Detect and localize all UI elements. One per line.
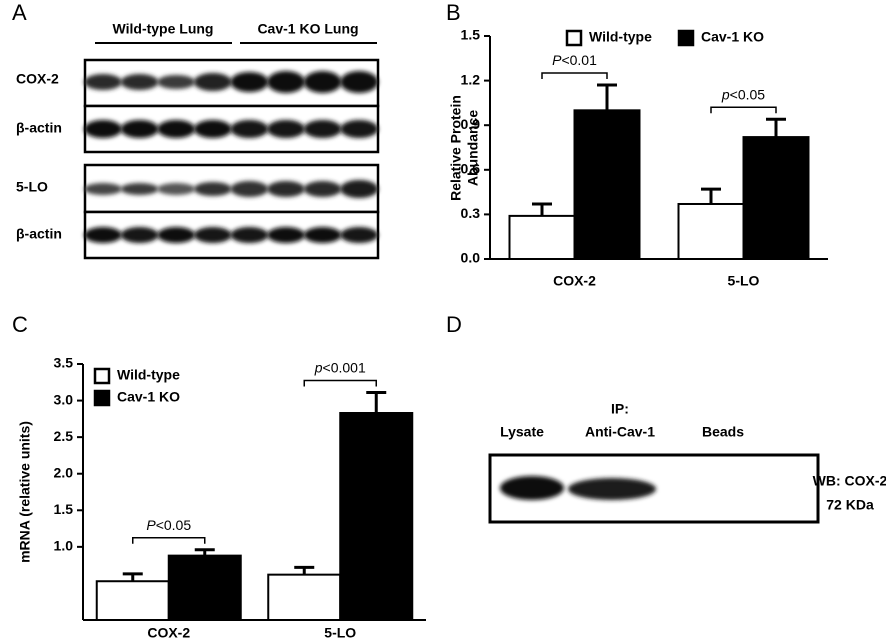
band bbox=[120, 227, 159, 243]
row-label: COX-2 bbox=[16, 71, 59, 87]
bar bbox=[742, 136, 810, 261]
annotation: P<0.05 bbox=[146, 516, 191, 532]
band bbox=[267, 227, 305, 243]
y-tick-label: 0.6 bbox=[461, 161, 481, 177]
legend-label: Cav-1 KO bbox=[701, 29, 764, 45]
band bbox=[193, 182, 232, 196]
bar bbox=[167, 554, 242, 621]
band bbox=[303, 181, 342, 197]
y-axis-label: Relative Protein bbox=[448, 95, 464, 201]
panel-label: C bbox=[12, 312, 28, 337]
bar bbox=[95, 580, 170, 622]
bar bbox=[339, 412, 414, 621]
band bbox=[193, 73, 232, 91]
y-axis-label: mRNA (relative units) bbox=[17, 421, 33, 563]
wb-label: WB: COX-2 bbox=[813, 473, 886, 489]
y-tick-label: 0.3 bbox=[461, 205, 481, 221]
x-tick-label: 5-LO bbox=[728, 273, 760, 289]
panel-label: B bbox=[446, 0, 461, 25]
legend-label: Wild-type bbox=[117, 367, 180, 383]
legend-swatch bbox=[93, 367, 111, 385]
band bbox=[303, 227, 342, 243]
annotation: p<0.001 bbox=[314, 359, 366, 375]
band bbox=[230, 72, 269, 92]
y-tick-label: 1.5 bbox=[461, 27, 481, 43]
band bbox=[267, 181, 305, 197]
bar bbox=[573, 109, 641, 261]
legend-swatch bbox=[677, 29, 695, 47]
band bbox=[230, 227, 269, 243]
legend-label: Cav-1 KO bbox=[117, 389, 180, 405]
row-label: β-actin bbox=[16, 120, 62, 136]
band bbox=[157, 120, 196, 138]
group-label: Cav-1 KO Lung bbox=[257, 21, 358, 37]
legend-label: Wild-type bbox=[589, 29, 652, 45]
y-tick-label: 1.0 bbox=[54, 538, 74, 554]
bar-chart: 1.0 1.5 2.0 2.5 3.0 3.5 mRNA (relative units) C… bbox=[17, 355, 426, 641]
band bbox=[568, 478, 656, 500]
band bbox=[193, 120, 232, 138]
y-tick-label: 1.5 bbox=[54, 501, 74, 517]
panel-label: A bbox=[12, 0, 27, 25]
blot-panel-a: Wild-type Lung Cav-1 KO Lung COX-2 β-act… bbox=[16, 21, 380, 260]
lane-label: Beads bbox=[702, 424, 744, 440]
x-tick-label: 5-LO bbox=[324, 625, 356, 641]
band bbox=[340, 120, 379, 138]
ip-label: IP: bbox=[611, 401, 629, 417]
annotation: P<0.01 bbox=[552, 52, 597, 68]
lane-label: Lysate bbox=[500, 424, 544, 440]
x-tick-label: COX-2 bbox=[147, 625, 190, 641]
band bbox=[120, 120, 159, 138]
bar bbox=[677, 202, 745, 260]
y-tick-label: 1.2 bbox=[461, 71, 481, 87]
blot-panel-d: IP: Lysate Anti-Cav-1 Beads WB: COX-2 72… bbox=[488, 401, 886, 524]
band bbox=[230, 120, 269, 138]
row-label: β-actin bbox=[16, 226, 62, 242]
band bbox=[84, 227, 122, 243]
band bbox=[340, 227, 379, 243]
band bbox=[157, 227, 196, 243]
lane-label: Anti-Cav-1 bbox=[585, 424, 655, 440]
size-label: 72 KDa bbox=[826, 497, 874, 513]
significance-bracket bbox=[132, 537, 206, 544]
band bbox=[230, 181, 269, 197]
y-axis-label: Abundance bbox=[465, 110, 481, 186]
band bbox=[267, 71, 305, 93]
bar-chart: 0.0 0.3 0.6 0.9 1.2 1.5 Relative Protein Abunda… bbox=[448, 27, 828, 289]
x-tick-label: COX-2 bbox=[553, 273, 596, 289]
annotation: p<0.05 bbox=[721, 86, 765, 102]
y-tick-label: 2.0 bbox=[54, 464, 74, 480]
band bbox=[303, 71, 342, 93]
band bbox=[500, 476, 564, 500]
group-label: Wild-type Lung bbox=[113, 21, 214, 37]
band bbox=[267, 120, 305, 138]
band bbox=[303, 120, 342, 138]
y-tick-label: 2.5 bbox=[54, 428, 74, 444]
significance-bracket bbox=[710, 106, 777, 114]
band bbox=[340, 71, 379, 93]
band bbox=[84, 74, 122, 90]
panel-label: D bbox=[446, 312, 462, 337]
y-tick-label: 3.5 bbox=[54, 355, 74, 371]
band bbox=[120, 183, 159, 195]
band bbox=[157, 75, 196, 89]
band bbox=[157, 183, 196, 195]
band bbox=[120, 74, 159, 90]
significance-bracket bbox=[541, 72, 608, 80]
band bbox=[84, 120, 122, 138]
legend-swatch bbox=[93, 389, 111, 407]
row-label: 5-LO bbox=[16, 179, 48, 195]
y-tick-label: 3.0 bbox=[54, 391, 74, 407]
bar bbox=[508, 214, 576, 261]
y-tick-label: 0.9 bbox=[461, 116, 481, 132]
band bbox=[340, 180, 379, 198]
bar bbox=[267, 573, 342, 621]
y-tick-label: 0.0 bbox=[461, 250, 481, 266]
legend-swatch bbox=[565, 29, 583, 47]
band bbox=[84, 183, 122, 195]
significance-bracket bbox=[303, 379, 377, 387]
band bbox=[193, 227, 232, 243]
